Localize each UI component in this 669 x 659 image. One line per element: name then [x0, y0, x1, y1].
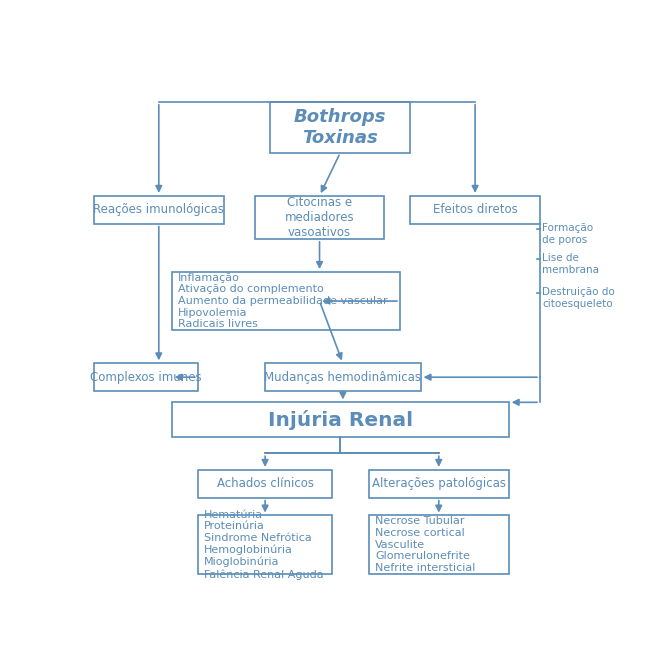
- Text: Mudanças hemodinâmicas: Mudanças hemodinâmicas: [264, 371, 421, 384]
- FancyBboxPatch shape: [198, 515, 332, 574]
- FancyBboxPatch shape: [255, 196, 385, 239]
- Text: Citocinas e
mediadores
vasoativos: Citocinas e mediadores vasoativos: [285, 196, 355, 239]
- Text: Complexos imunes: Complexos imunes: [90, 371, 201, 384]
- FancyBboxPatch shape: [172, 272, 400, 330]
- FancyBboxPatch shape: [369, 470, 509, 498]
- Text: Formação
de poros: Formação de poros: [543, 223, 593, 244]
- FancyBboxPatch shape: [265, 363, 421, 391]
- Text: Hematúria
Proteinúria
Sindrome Nefrótica
Hemoglobinúria
Mioglobinúria
Falência R: Hematúria Proteinúria Sindrome Nefrótica…: [204, 510, 324, 579]
- Text: Necrose Tubular
Necrose cortical
Vasculite
Glomerulonefrite
Nefrite intersticial: Necrose Tubular Necrose cortical Vasculi…: [375, 517, 476, 573]
- Text: Achados clínicos: Achados clínicos: [217, 477, 314, 490]
- Text: Bothrops
Toxinas: Bothrops Toxinas: [294, 108, 387, 147]
- FancyBboxPatch shape: [172, 402, 509, 437]
- Text: Inflamação
Ativação do complemento
Aumento da permeabilidade vascular
Hipovolemi: Inflamação Ativação do complemento Aumen…: [178, 273, 387, 330]
- Text: Destruição do
citoesqueleto: Destruição do citoesqueleto: [543, 287, 615, 309]
- FancyBboxPatch shape: [94, 363, 198, 391]
- Text: Efeitos diretos: Efeitos diretos: [433, 203, 517, 216]
- FancyBboxPatch shape: [369, 515, 509, 574]
- FancyBboxPatch shape: [410, 196, 540, 223]
- FancyBboxPatch shape: [94, 196, 223, 223]
- Text: Injúria Renal: Injúria Renal: [268, 409, 413, 430]
- Text: Alterações patológicas: Alterações patológicas: [372, 477, 506, 490]
- FancyBboxPatch shape: [270, 102, 410, 153]
- Text: Lise de
membrana: Lise de membrana: [543, 254, 599, 275]
- FancyBboxPatch shape: [198, 470, 332, 498]
- Text: Reações imunológicas: Reações imunológicas: [94, 203, 224, 216]
